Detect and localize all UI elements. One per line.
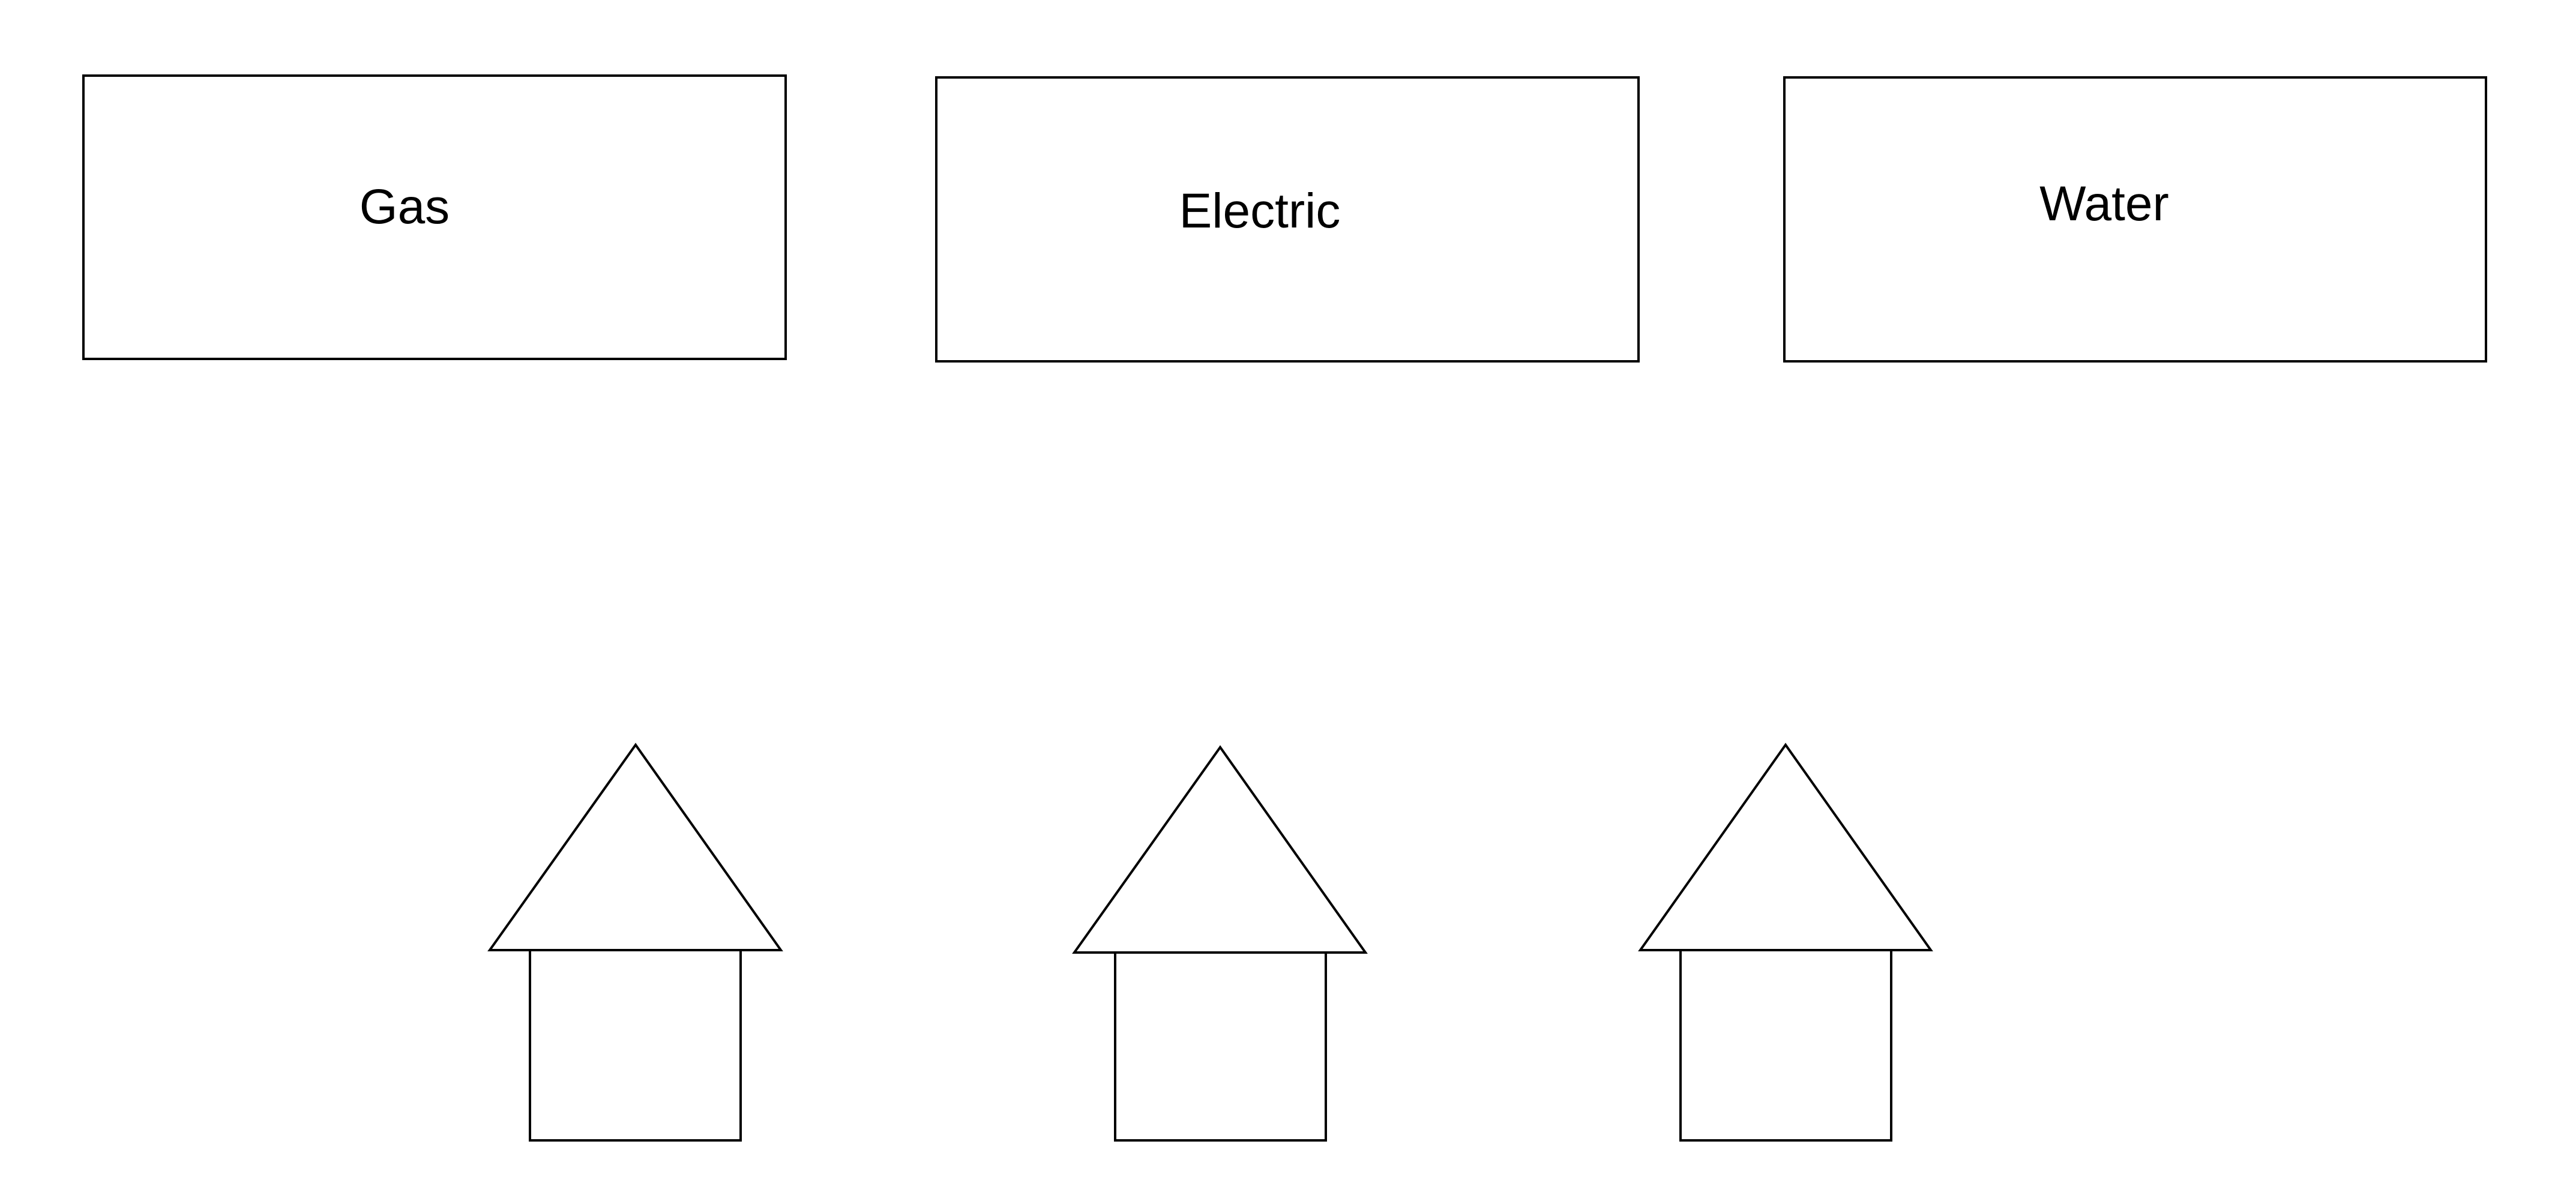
house-2-roof	[1072, 745, 1368, 954]
utility-label-water: Water	[2039, 176, 2169, 231]
house-3-body	[1679, 949, 1892, 1142]
utility-label-electric: Electric	[1179, 184, 1341, 238]
house-1-body	[529, 949, 742, 1142]
utility-box-water: Water	[1783, 76, 2487, 363]
house-3	[1638, 742, 1933, 1142]
house-2-body	[1114, 951, 1327, 1142]
house-1	[487, 742, 783, 1142]
house-2	[1072, 745, 1368, 1142]
utility-box-electric: Electric	[935, 76, 1640, 363]
house-3-roof	[1638, 742, 1933, 951]
utility-box-gas: Gas	[82, 74, 787, 360]
utility-label-gas: Gas	[359, 179, 450, 234]
house-1-roof	[487, 742, 783, 951]
